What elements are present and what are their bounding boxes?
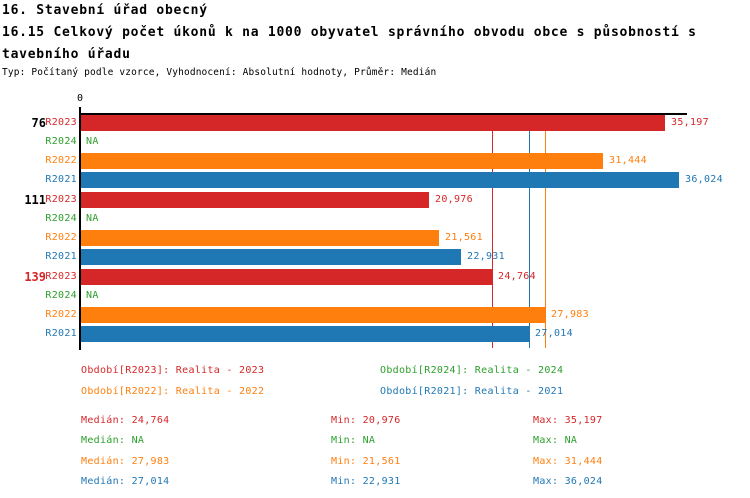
- bar-value-label: 31,444: [609, 155, 647, 166]
- bar-r2023-139: [80, 269, 492, 285]
- stats-row-r2022: Medián: 27,983 Min: 21,561 Max: 31,444: [0, 455, 750, 469]
- stat-max: Max: 35,197: [533, 415, 603, 426]
- bar-value-label: 27,983: [551, 309, 589, 320]
- series-row-label-r2022: R2022: [45, 309, 77, 320]
- series-row-label-r2024: R2024: [45, 213, 77, 224]
- chart-legend: Období[R2023]: Realita - 2023 Období[R202…: [0, 364, 750, 404]
- report-title-line2: 16.15 Celkový počet úkonů k na 1000 obyv…: [2, 25, 697, 40]
- bar-na-label: NA: [86, 136, 99, 147]
- bar-value-label: 24,764: [498, 271, 536, 282]
- bar-value-label: 22,931: [467, 251, 505, 262]
- legend-item-r2021: Období[R2021]: Realita - 2021: [380, 386, 564, 397]
- stat-min: Min: 20,976: [331, 415, 401, 426]
- bar-r2021-76: [80, 172, 679, 188]
- legend-item-r2023: Období[R2023]: Realita - 2023: [81, 365, 265, 376]
- bar-r2022-139: [80, 307, 545, 323]
- stat-median: Medián: NA: [81, 435, 145, 446]
- stat-max: Max: 31,444: [533, 456, 603, 467]
- bar-r2022-111: [80, 230, 439, 246]
- stats-row-r2024: Medián: NA Min: NA Max: NA: [0, 434, 750, 448]
- stats-row-r2023: Medián: 24,764 Min: 20,976 Max: 35,197: [0, 414, 750, 428]
- series-row-label-r2021: R2021: [45, 174, 77, 185]
- bar-r2023-76: [80, 115, 665, 131]
- axis-tick: [80, 107, 81, 114]
- series-row-label-r2022: R2022: [45, 155, 77, 166]
- stat-min: Min: NA: [331, 435, 376, 446]
- median-line-r2022: [545, 114, 546, 348]
- stat-median: Medián: 24,764: [81, 415, 170, 426]
- axis-top-line: [80, 113, 687, 115]
- series-row-label-r2023: R2023: [45, 271, 77, 282]
- stat-max: Max: NA: [533, 435, 578, 446]
- stats-summary: Medián: 24,764 Min: 20,976 Max: 35,197 Medi…: [0, 414, 750, 498]
- stat-min: Min: 21,561: [331, 456, 401, 467]
- bar-value-label: 35,197: [671, 117, 709, 128]
- legend-item-r2024: Období[R2024]: Realita - 2024: [380, 365, 564, 376]
- report-title-line1: 16. Stavební úřad obecný: [2, 3, 208, 18]
- series-row-label-r2021: R2021: [45, 251, 77, 262]
- median-line-r2023: [492, 114, 493, 348]
- bar-r2021-139: [80, 326, 529, 342]
- axis-origin-label: 0: [76, 93, 84, 104]
- bar-value-label: 20,976: [435, 194, 473, 205]
- group-label-139: 139: [24, 270, 46, 284]
- stat-max: Max: 36,024: [533, 476, 603, 487]
- stat-median: Medián: 27,014: [81, 476, 170, 487]
- bar-r2022-76: [80, 153, 603, 169]
- series-row-label-r2024: R2024: [45, 290, 77, 301]
- series-row-label-r2021: R2021: [45, 328, 77, 339]
- legend-item-r2022: Období[R2022]: Realita - 2022: [81, 386, 265, 397]
- group-label-76: 76: [31, 116, 46, 130]
- series-row-label-r2024: R2024: [45, 136, 77, 147]
- series-row-label-r2023: R2023: [45, 194, 77, 205]
- report-title-line3: tavebního úřadu: [2, 47, 131, 62]
- stat-min: Min: 22,931: [331, 476, 401, 487]
- stat-median: Medián: 27,983: [81, 456, 170, 467]
- bar-r2023-111: [80, 192, 429, 208]
- median-line-r2021: [529, 114, 530, 348]
- bar-value-label: 21,561: [445, 232, 483, 243]
- bar-na-label: NA: [86, 213, 99, 224]
- bar-chart: 0 76 R2023 35,197 R2024 NA R2022 31,444 R2021 36…: [0, 88, 750, 358]
- stats-row-r2021: Medián: 27,014 Min: 22,931 Max: 36,024: [0, 475, 750, 489]
- group-label-111: 111: [24, 193, 46, 207]
- bar-na-label: NA: [86, 290, 99, 301]
- bar-r2021-111: [80, 249, 461, 265]
- axis-vertical-line: [79, 107, 81, 350]
- bar-value-label: 36,024: [685, 174, 723, 185]
- series-row-label-r2023: R2023: [45, 117, 77, 128]
- bar-value-label: 27,014: [535, 328, 573, 339]
- series-row-label-r2022: R2022: [45, 232, 77, 243]
- report-subtitle: Typ: Počítaný podle vzorce, Vyhodnocení:…: [2, 67, 437, 78]
